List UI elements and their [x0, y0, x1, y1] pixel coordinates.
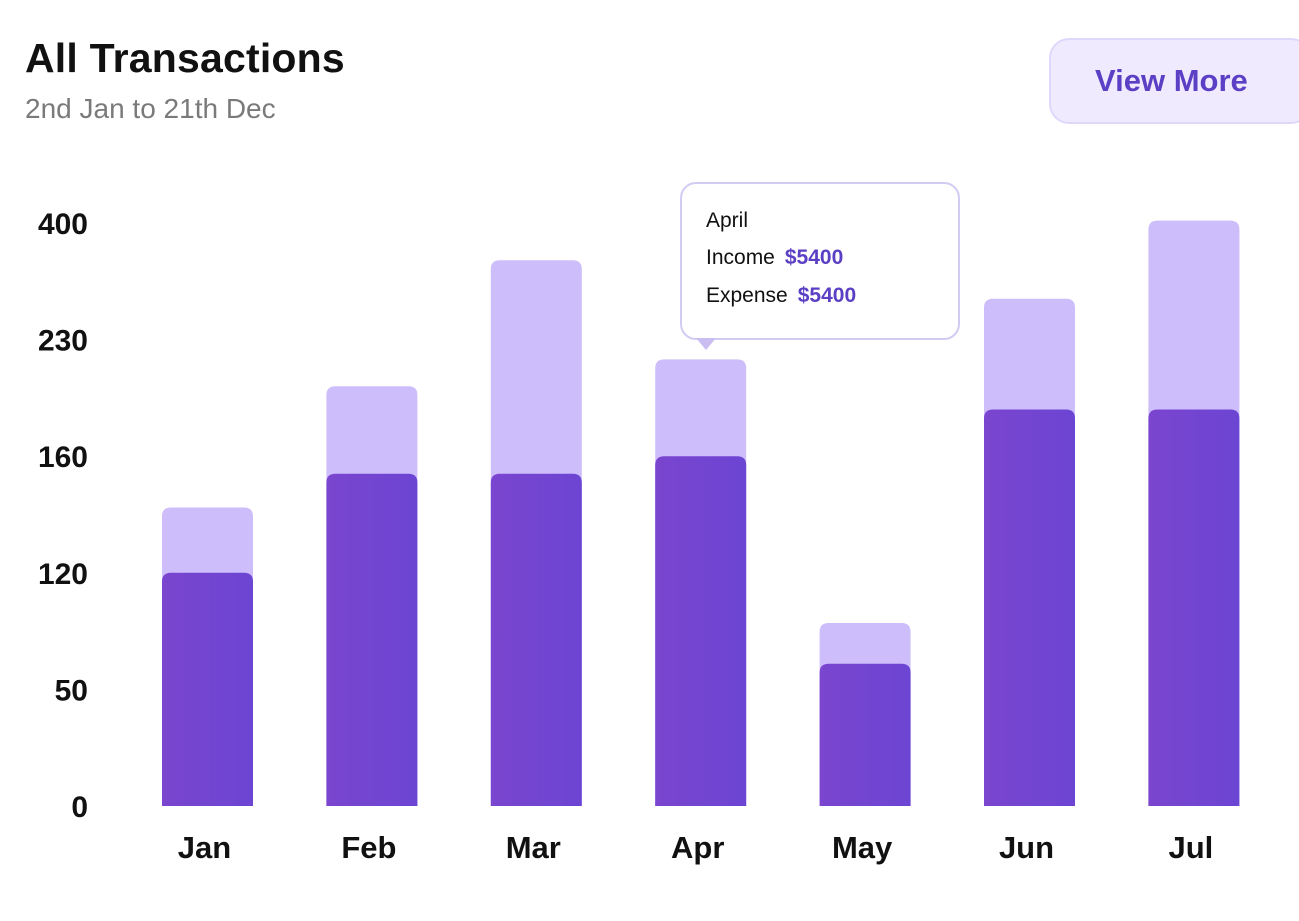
x-tick-label-apr: Apr [671, 830, 724, 865]
bar-income-feb[interactable] [326, 473, 418, 806]
y-tick-label: 160 [38, 441, 88, 474]
bar-income-jun[interactable] [984, 409, 1075, 806]
x-tick-label-jan: Jan [178, 830, 231, 865]
x-tick-label-mar: Mar [506, 830, 561, 865]
bars-group [162, 220, 1240, 807]
x-tick-label-may: May [832, 830, 893, 865]
bar-income-jan[interactable] [162, 572, 253, 806]
bar-income-may[interactable] [819, 663, 911, 806]
x-axis: Jan Feb Mar Apr May Jun Jul [178, 830, 1214, 865]
tooltip-arrow [696, 338, 716, 350]
y-axis: 0 50 120 160 230 400 [38, 208, 88, 824]
tooltip-income-row: Income $5400 [706, 244, 958, 282]
tooltip-expense-row: Expense $5400 [706, 282, 958, 320]
y-tick-label: 120 [38, 558, 88, 591]
april-tooltip: April Income $5400 Expense $5400 [680, 182, 960, 350]
bar-income-mar[interactable] [490, 473, 582, 806]
y-tick-label: 50 [55, 674, 88, 707]
x-tick-label-jun: Jun [999, 830, 1054, 865]
tooltip-expense-label: Expense [706, 284, 788, 307]
tooltip-month: April [706, 209, 749, 232]
y-tick-label: 400 [38, 208, 88, 241]
tooltip-expense-value: $5400 [797, 284, 857, 307]
y-tick-label: 230 [38, 325, 88, 358]
y-tick-label: 0 [71, 791, 88, 824]
bar-income-apr[interactable] [655, 456, 747, 806]
chart-title: All Transactions [25, 35, 345, 81]
tooltip-income-label: Income [706, 246, 775, 269]
view-more-button[interactable]: View More [1049, 38, 1299, 124]
x-tick-label-feb: Feb [341, 830, 396, 865]
tooltip-income-value: $5400 [784, 246, 844, 269]
bar-income-jul[interactable] [1148, 409, 1240, 806]
x-tick-label-jul: Jul [1169, 830, 1214, 865]
chart-subtitle: 2nd Jan to 21th Dec [25, 93, 276, 124]
